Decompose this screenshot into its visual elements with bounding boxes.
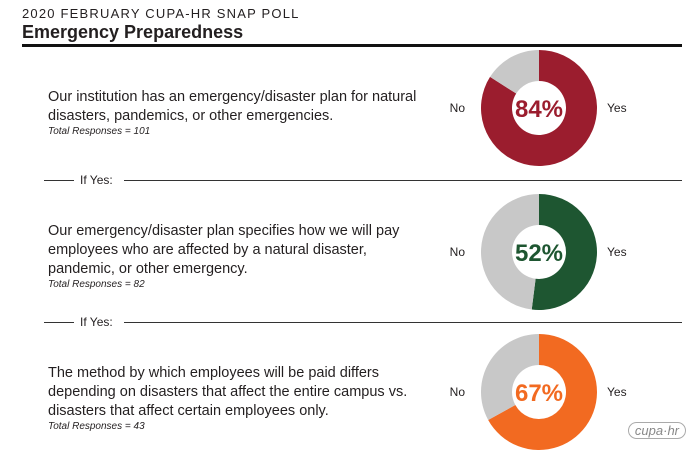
cupa-hr-logo: cupa·hr [627,422,686,439]
donut-slice-no [490,50,539,94]
page-title: Emergency Preparedness [22,22,244,42]
label-yes: Yes [607,245,627,259]
total-responses: Total Responses = 43 [48,421,145,432]
question-3: The method by which employees will be pa… [48,364,428,433]
question-1: Our institution has an emergency/disaste… [48,88,428,138]
total-responses: Total Responses = 101 [48,126,151,137]
label-yes: Yes [607,385,627,399]
if-yes-label: If Yes: [80,315,113,329]
poll-kicker: 2020 FEBRUARY CUPA-HR SNAP POLL [22,6,300,21]
label-yes: Yes [607,101,627,115]
question-text: The method by which employees will be pa… [48,365,408,419]
title-rule [22,44,682,47]
separator-line [124,322,682,323]
question-text: Our institution has an emergency/disaste… [48,89,417,124]
separator-line [44,322,74,323]
donut-slice-yes [481,50,597,166]
donut-slice-no [481,334,539,420]
separator-line [44,180,74,181]
label-no: No [450,101,466,115]
donut-slice-yes [531,194,597,310]
separator-line [124,180,682,181]
question-2: Our emergency/disaster plan specifies ho… [48,222,428,291]
donut-value-label: 52% [515,240,563,267]
donut-slice-no [480,194,539,310]
question-text: Our emergency/disaster plan specifies ho… [48,223,400,277]
donut-slice-yes [488,334,597,450]
label-no: No [450,245,466,259]
total-responses: Total Responses = 82 [48,279,145,290]
donut-value-label: 84% [515,96,563,123]
if-yes-label: If Yes: [80,173,113,187]
donut-value-label: 67% [515,380,563,407]
label-no: No [450,385,466,399]
